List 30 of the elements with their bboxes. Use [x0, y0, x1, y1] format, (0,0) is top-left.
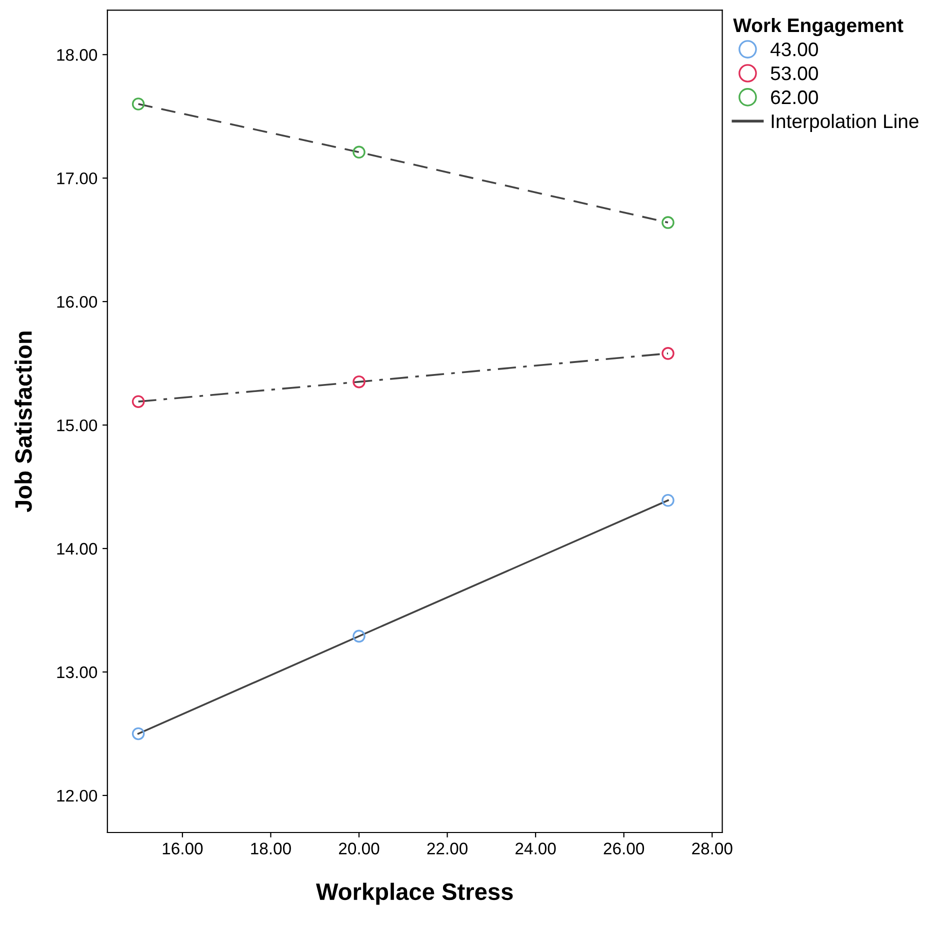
point	[132, 727, 145, 740]
y-tick-label: 14.00	[57, 542, 98, 555]
x-axis-title: Workplace Stress	[316, 882, 513, 905]
x-tick-label: 16.00	[162, 842, 203, 854]
legend-label: Interpolation Line	[772, 114, 918, 132]
point	[352, 630, 366, 643]
point	[132, 98, 145, 110]
x-tick-label: 20.00	[339, 842, 380, 854]
point	[662, 216, 674, 229]
y-tick-label: 12.00	[57, 790, 98, 802]
legend-label: 43.00	[770, 42, 818, 56]
point	[352, 375, 366, 388]
legend-label: 62.00	[771, 90, 818, 104]
y-tick-label: 18.00	[57, 49, 98, 61]
y-axis-title: Job Satisfaction	[14, 332, 32, 512]
point	[352, 146, 366, 159]
point	[662, 494, 674, 507]
legend-label: 53.00	[770, 66, 818, 80]
y-tick-label: 17.00	[57, 172, 98, 184]
y-tick-label: 13.00	[57, 666, 98, 678]
y-tick-label: 15.00	[57, 419, 98, 432]
x-tick-label: 24.00	[516, 842, 556, 854]
x-tick-label: 28.00	[692, 842, 732, 854]
point	[132, 395, 145, 408]
point	[662, 347, 674, 360]
x-tick-label: 18.00	[251, 842, 291, 854]
x-tick-label: 22.00	[427, 842, 468, 854]
legend-title: Work Engagement	[733, 18, 904, 36]
x-tick-label: 26.00	[604, 842, 644, 854]
y-tick-label: 16.00	[57, 296, 98, 308]
